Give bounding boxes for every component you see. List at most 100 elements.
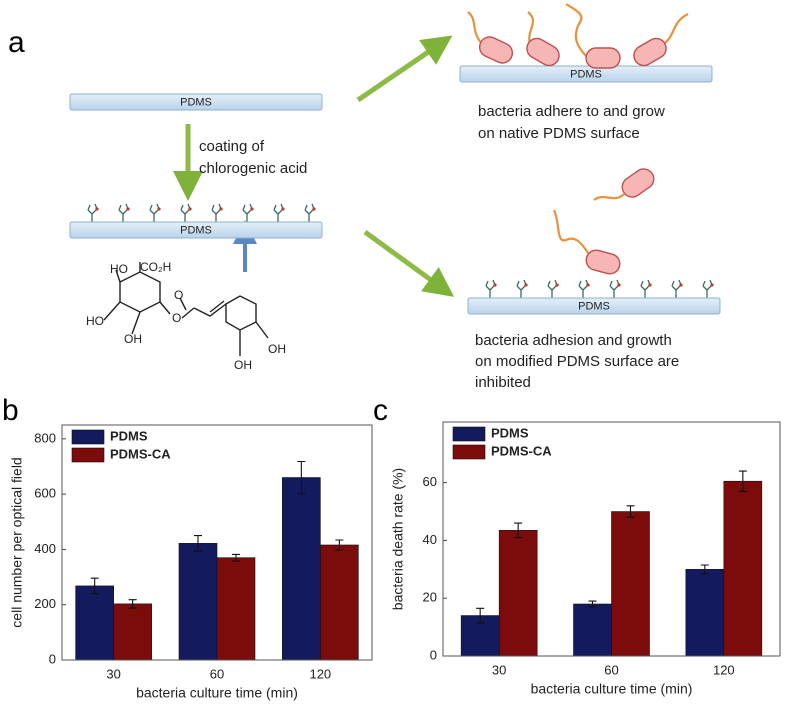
surface-molecule (87, 203, 98, 222)
surface-molecule (648, 283, 652, 287)
surface-molecule (710, 283, 714, 287)
x-axis-label: bacteria culture time (min) (136, 685, 298, 701)
flagellum (663, 13, 689, 45)
surface-molecule (95, 207, 99, 211)
caption: bacteria adhesion and growth (475, 332, 672, 349)
flagellum (593, 193, 625, 201)
y-tick-label: 20 (423, 590, 437, 605)
legend-label: PDMS (110, 428, 148, 443)
molecule-label: HO (110, 262, 128, 276)
pdms-label: PDMS (570, 68, 602, 80)
flagellum (527, 11, 534, 45)
surface-molecule (485, 279, 496, 298)
surface-molecule (180, 203, 191, 222)
caption: inhibited (475, 374, 531, 391)
flagellum (552, 209, 591, 257)
surface-molecule (149, 203, 160, 222)
bacterium (585, 47, 621, 69)
surface-molecule (609, 279, 620, 298)
molecule-label: OH (234, 358, 252, 372)
bar (216, 557, 256, 661)
coating-label: chlorogenic acid (199, 160, 307, 177)
x-tick-label: 30 (106, 666, 120, 681)
bar (498, 530, 538, 657)
molecule-label: CO₂H (140, 260, 171, 274)
x-tick-label: 60 (210, 666, 224, 681)
surface-molecule (702, 279, 713, 298)
bar (320, 544, 359, 661)
legend-label: PDMS (491, 425, 529, 440)
pdms-slab (69, 93, 323, 111)
error-bar (738, 470, 747, 492)
error-bar (700, 564, 709, 575)
molecule-label: O (174, 288, 183, 302)
pdms-label: PDMS (180, 224, 212, 236)
error-bar (232, 553, 240, 562)
error-bar (514, 522, 523, 539)
y-axis-label: bacteria death rate (%) (390, 468, 406, 610)
surface-molecule (586, 283, 590, 287)
panel-label: b (2, 394, 19, 427)
error-bar (128, 599, 137, 609)
flagellum (467, 11, 483, 45)
molecule-label: OH (268, 342, 286, 356)
bacterium (621, 168, 655, 198)
x-tick-label: 120 (309, 666, 331, 681)
bar (685, 569, 725, 657)
error-bar (335, 539, 344, 551)
legend-swatch (452, 426, 486, 442)
bar-chart: 0 200 400 600 800 30 60 120 bacteria culture tim… (9, 424, 373, 701)
error-bar (297, 460, 306, 495)
legend-swatch (452, 444, 486, 460)
error-bar (90, 577, 99, 595)
error-bar (476, 607, 485, 624)
panel-label: a (8, 26, 25, 59)
bacterium (526, 37, 560, 67)
bacterium (633, 37, 667, 67)
error-bar (588, 600, 597, 608)
molecule-label: OH (124, 332, 142, 346)
y-tick-label: 200 (34, 596, 56, 611)
surface-molecule (617, 283, 621, 287)
surface-molecule (671, 279, 682, 298)
bar (723, 480, 763, 657)
caption: on modified PDMS surface are (475, 353, 679, 370)
surface-molecule (640, 279, 651, 298)
surface-molecule (493, 283, 497, 287)
y-tick-label: 800 (34, 430, 56, 445)
surface-molecule (250, 207, 254, 211)
error-bar (626, 505, 635, 518)
surface-molecule (242, 203, 253, 222)
molecule-label: HO (86, 314, 104, 328)
bar (178, 543, 218, 661)
bacterium (585, 249, 621, 275)
surface-molecule (304, 203, 315, 222)
y-tick-label: 40 (423, 532, 437, 547)
y-tick-label: 600 (34, 486, 56, 501)
legend-label: PDMS-CA (110, 446, 171, 461)
y-tick-label: 0 (49, 651, 56, 666)
caption: on native PDMS surface (478, 125, 640, 142)
legend-swatch (71, 447, 105, 463)
surface-molecule (516, 279, 527, 298)
surface-molecule (679, 283, 683, 287)
molecule (103, 262, 269, 356)
arrows (173, 35, 455, 297)
pdms-slab (467, 297, 721, 315)
bar (573, 603, 612, 657)
surface-molecule (211, 203, 222, 222)
y-axis-label: cell number per optical field (9, 457, 25, 627)
surface-molecule (555, 283, 559, 287)
x-axis-label: bacteria culture time (min) (531, 681, 693, 697)
bar (75, 585, 114, 661)
surface-molecule (524, 283, 528, 287)
y-tick-label: 60 (423, 474, 437, 489)
molecule-label: O (172, 311, 181, 325)
bar-chart: 0 20 40 60 30 60 120 bacteria culture time (min… (390, 421, 781, 697)
x-tick-label: 60 (604, 662, 618, 677)
flagellum (565, 3, 589, 59)
legend-swatch (71, 429, 105, 445)
coating-label: coating of (199, 138, 265, 155)
panel-label: c (373, 394, 388, 427)
